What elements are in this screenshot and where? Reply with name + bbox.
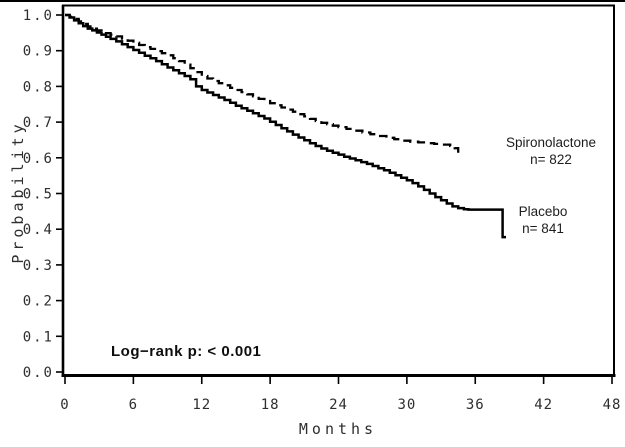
x-tick-label: 12 xyxy=(192,397,211,413)
y-tick-label: 0.8 xyxy=(23,79,54,95)
plot-frame xyxy=(61,4,616,377)
log-rank-annotation: Log−rank p: < 0.001 xyxy=(111,343,262,360)
x-tick-label: 42 xyxy=(534,397,553,413)
x-tick-label: 0 xyxy=(60,397,69,413)
x-tick-label: 36 xyxy=(466,397,485,413)
x-tick-label: 24 xyxy=(329,397,348,413)
figure-top-border xyxy=(0,0,625,2)
curve-placebo xyxy=(65,13,506,239)
legend-placebo-label: Placebo xyxy=(518,204,568,219)
y-tick-label: 0.0 xyxy=(23,365,54,381)
plot-border xyxy=(62,4,615,377)
y-axis-title: Probability xyxy=(9,120,27,264)
x-tick-label: 30 xyxy=(397,397,416,413)
axis-tick-labels: 1.0 0.9 0.8 0.7 0.6 0.5 0.4 0.3 0.2 0.1 0.0 0 6 12 18 2… xyxy=(23,8,622,413)
y-tick-label: 1.0 xyxy=(23,8,54,24)
y-tick-label: 0.6 xyxy=(23,151,54,167)
y-tick-label: 0.5 xyxy=(23,187,54,203)
curve-spironolactone xyxy=(65,13,460,154)
legend-placebo: Placebo n= 841 xyxy=(519,203,568,237)
y-tick-label: 0.9 xyxy=(23,44,54,60)
y-tick-label: 0.1 xyxy=(23,329,54,345)
legend-placebo-n: n= 841 xyxy=(522,221,564,236)
x-tick-label: 18 xyxy=(261,397,280,413)
legend-spironolactone-n: n= 822 xyxy=(530,152,572,167)
x-tick-label: 48 xyxy=(603,397,622,413)
survival-curves xyxy=(65,13,506,239)
y-tick-label: 0.2 xyxy=(23,294,54,310)
legend-spironolactone-label: Spironolactone xyxy=(505,135,597,150)
legend-spironolactone: Spironolactone n= 822 xyxy=(506,134,596,168)
y-tick-label: 0.3 xyxy=(23,258,54,274)
x-tick-label: 6 xyxy=(129,397,138,413)
axis-ticks xyxy=(56,14,613,384)
y-tick-label: 0.7 xyxy=(23,115,54,131)
y-tick-label: 0.4 xyxy=(23,222,54,238)
x-axis-title: Months xyxy=(298,420,378,438)
